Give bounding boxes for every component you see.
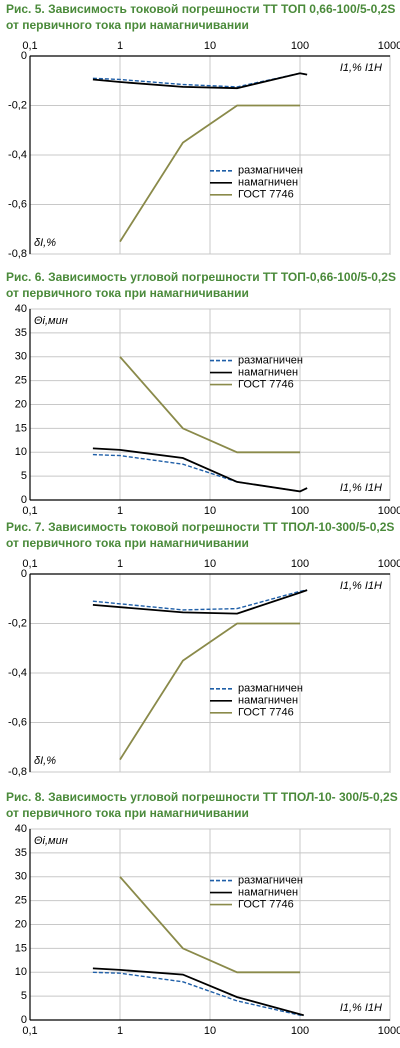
x-tick-label: 100 bbox=[291, 505, 309, 517]
y-tick-label: 40 bbox=[15, 303, 27, 315]
chart-title: от первичного тока при намагничивании bbox=[6, 806, 249, 820]
chart-title: от первичного тока при намагничивании bbox=[6, 536, 249, 550]
y-tick-label: -0,2 bbox=[8, 617, 27, 629]
x-tick-label: 1 bbox=[117, 505, 123, 517]
x-axis-label: I1,% I1Н bbox=[340, 1002, 382, 1014]
x-tick-label: 1000 bbox=[378, 1025, 400, 1037]
chart-title: Рис. 5. Зависимость токовой погрешности … bbox=[6, 2, 395, 16]
y-tick-label: -0,6 bbox=[8, 716, 27, 728]
legend-label: ГОСТ 7746 bbox=[238, 707, 294, 719]
legend-label: ГОСТ 7746 bbox=[238, 898, 294, 910]
x-tick-label: 10 bbox=[204, 505, 216, 517]
y-tick-label: 0 bbox=[21, 568, 27, 580]
legend-label: намагничен bbox=[238, 695, 298, 707]
series-line bbox=[119, 356, 300, 454]
legend-label: ГОСТ 7746 bbox=[238, 378, 294, 390]
y-axis-label: Θi,мин bbox=[34, 315, 68, 327]
series-line bbox=[119, 876, 300, 974]
y-tick-label: 20 bbox=[15, 398, 27, 410]
y-tick-label: -0,4 bbox=[8, 667, 27, 679]
x-tick-label: 0,1 bbox=[22, 40, 37, 52]
x-tick-label: 0,1 bbox=[22, 1025, 37, 1037]
legend-label: размагничен bbox=[238, 683, 303, 695]
y-tick-label: 15 bbox=[15, 422, 27, 434]
y-tick-label: 0 bbox=[21, 494, 27, 506]
chart-title: от первичного тока при намагничивании bbox=[6, 286, 249, 300]
x-tick-label: 10 bbox=[204, 558, 216, 570]
legend-label: намагничен bbox=[238, 366, 298, 378]
y-axis-label: δI,% bbox=[34, 237, 56, 249]
x-tick-label: 0,1 bbox=[22, 505, 37, 517]
legend-label: размагничен bbox=[238, 874, 303, 886]
y-tick-label: 25 bbox=[15, 375, 27, 387]
y-tick-label: 40 bbox=[15, 823, 27, 835]
legend-label: намагничен bbox=[238, 177, 298, 189]
x-tick-label: 100 bbox=[291, 40, 309, 52]
legend-label: размагничен bbox=[238, 165, 303, 177]
y-axis-label: Θi,мин bbox=[34, 835, 68, 847]
chart-title: Рис. 6. Зависимость угловой погрешности … bbox=[6, 270, 396, 284]
y-tick-label: 5 bbox=[21, 470, 27, 482]
y-tick-label: 20 bbox=[15, 918, 27, 930]
legend-label: размагничен bbox=[238, 354, 303, 366]
y-tick-label: 30 bbox=[15, 351, 27, 363]
chart-title: Рис. 7. Зависимость токовой погрешности … bbox=[6, 520, 394, 534]
series-line bbox=[119, 622, 300, 761]
x-tick-label: 1 bbox=[117, 558, 123, 570]
chart-title: от первичного тока при намагничивании bbox=[6, 18, 249, 32]
x-tick-label: 100 bbox=[291, 1025, 309, 1037]
x-tick-label: 1000 bbox=[378, 558, 400, 570]
y-tick-label: 0 bbox=[21, 50, 27, 62]
x-tick-label: 1000 bbox=[378, 505, 400, 517]
y-tick-label: 15 bbox=[15, 942, 27, 954]
legend-label: ГОСТ 7746 bbox=[238, 189, 294, 201]
legend-label: намагничен bbox=[238, 886, 298, 898]
x-tick-label: 1 bbox=[117, 1025, 123, 1037]
x-tick-label: 10 bbox=[204, 1025, 216, 1037]
chart-title: Рис. 8. Зависимость угловой погрешности … bbox=[6, 790, 398, 804]
x-axis-label: I1,% I1Н bbox=[340, 482, 382, 494]
y-tick-label: 10 bbox=[15, 966, 27, 978]
y-tick-label: 25 bbox=[15, 895, 27, 907]
y-tick-label: 10 bbox=[15, 446, 27, 458]
x-axis-label: I1,% I1Н bbox=[340, 580, 382, 592]
y-tick-label: 0 bbox=[21, 1014, 27, 1026]
x-tick-label: 0,1 bbox=[22, 558, 37, 570]
series-line bbox=[92, 589, 308, 615]
y-tick-label: -0,8 bbox=[8, 248, 27, 260]
x-tick-label: 10 bbox=[204, 40, 216, 52]
x-axis-label: I1,% I1Н bbox=[340, 62, 382, 74]
x-tick-label: 100 bbox=[291, 558, 309, 570]
x-tick-label: 1000 bbox=[378, 40, 400, 52]
y-tick-label: -0,6 bbox=[8, 198, 27, 210]
series-line bbox=[92, 967, 304, 1017]
y-tick-label: -0,2 bbox=[8, 99, 27, 111]
y-tick-label: -0,4 bbox=[8, 149, 27, 161]
y-tick-label: 35 bbox=[15, 847, 27, 859]
y-tick-label: 30 bbox=[15, 871, 27, 883]
series-line bbox=[92, 72, 308, 90]
y-tick-label: 35 bbox=[15, 327, 27, 339]
y-tick-label: -0,8 bbox=[8, 766, 27, 778]
x-tick-label: 1 bbox=[117, 40, 123, 52]
series-line bbox=[119, 104, 300, 243]
series-line bbox=[92, 447, 308, 493]
y-tick-label: 5 bbox=[21, 990, 27, 1002]
y-axis-label: δI,% bbox=[34, 755, 56, 767]
